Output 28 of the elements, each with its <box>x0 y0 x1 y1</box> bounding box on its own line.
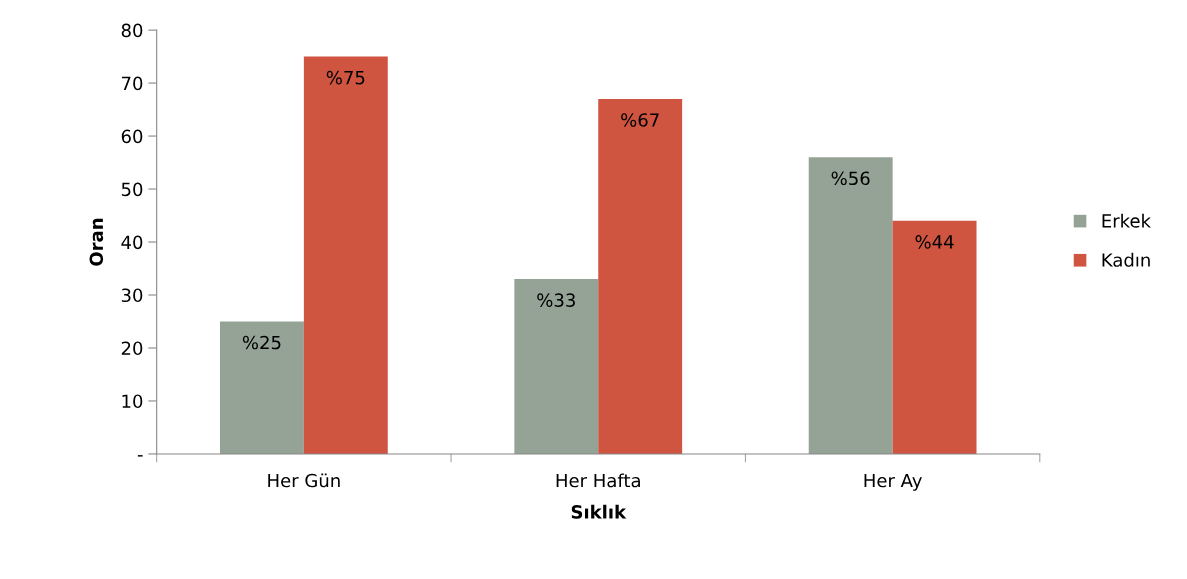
data-label: %75 <box>326 70 365 85</box>
y-tick-label: 40 <box>121 235 143 250</box>
bar <box>808 157 893 454</box>
bar <box>514 279 599 454</box>
data-label: %56 <box>831 171 870 186</box>
y-tick-label: 50 <box>121 182 143 197</box>
y-tick-label: 20 <box>121 341 143 356</box>
y-axis-title: Oran <box>89 218 104 266</box>
x-tick-label: Her Hafta <box>556 473 640 488</box>
data-label: %44 <box>915 235 954 249</box>
y-tick-label: - <box>137 455 143 457</box>
bar <box>892 220 977 454</box>
bar <box>303 56 388 454</box>
bar <box>219 321 304 454</box>
data-label: %25 <box>242 335 281 350</box>
y-tick-label: 60 <box>121 129 143 144</box>
x-tick-label: Her Ay <box>864 473 922 491</box>
legend-label: Kadın <box>1102 252 1150 267</box>
bar <box>598 98 683 454</box>
y-tick-label: 80 <box>121 23 143 38</box>
y-tick-label: 70 <box>121 76 143 91</box>
data-label: %33 <box>537 293 575 307</box>
y-tick-label: 10 <box>122 394 143 409</box>
x-axis-title: Sıklık <box>571 504 627 519</box>
legend-label: Erkek <box>1102 213 1151 228</box>
data-label: %67 <box>621 113 659 127</box>
x-tick-label: Her Gün <box>268 473 340 488</box>
y-tick-label: 30 <box>121 288 143 303</box>
